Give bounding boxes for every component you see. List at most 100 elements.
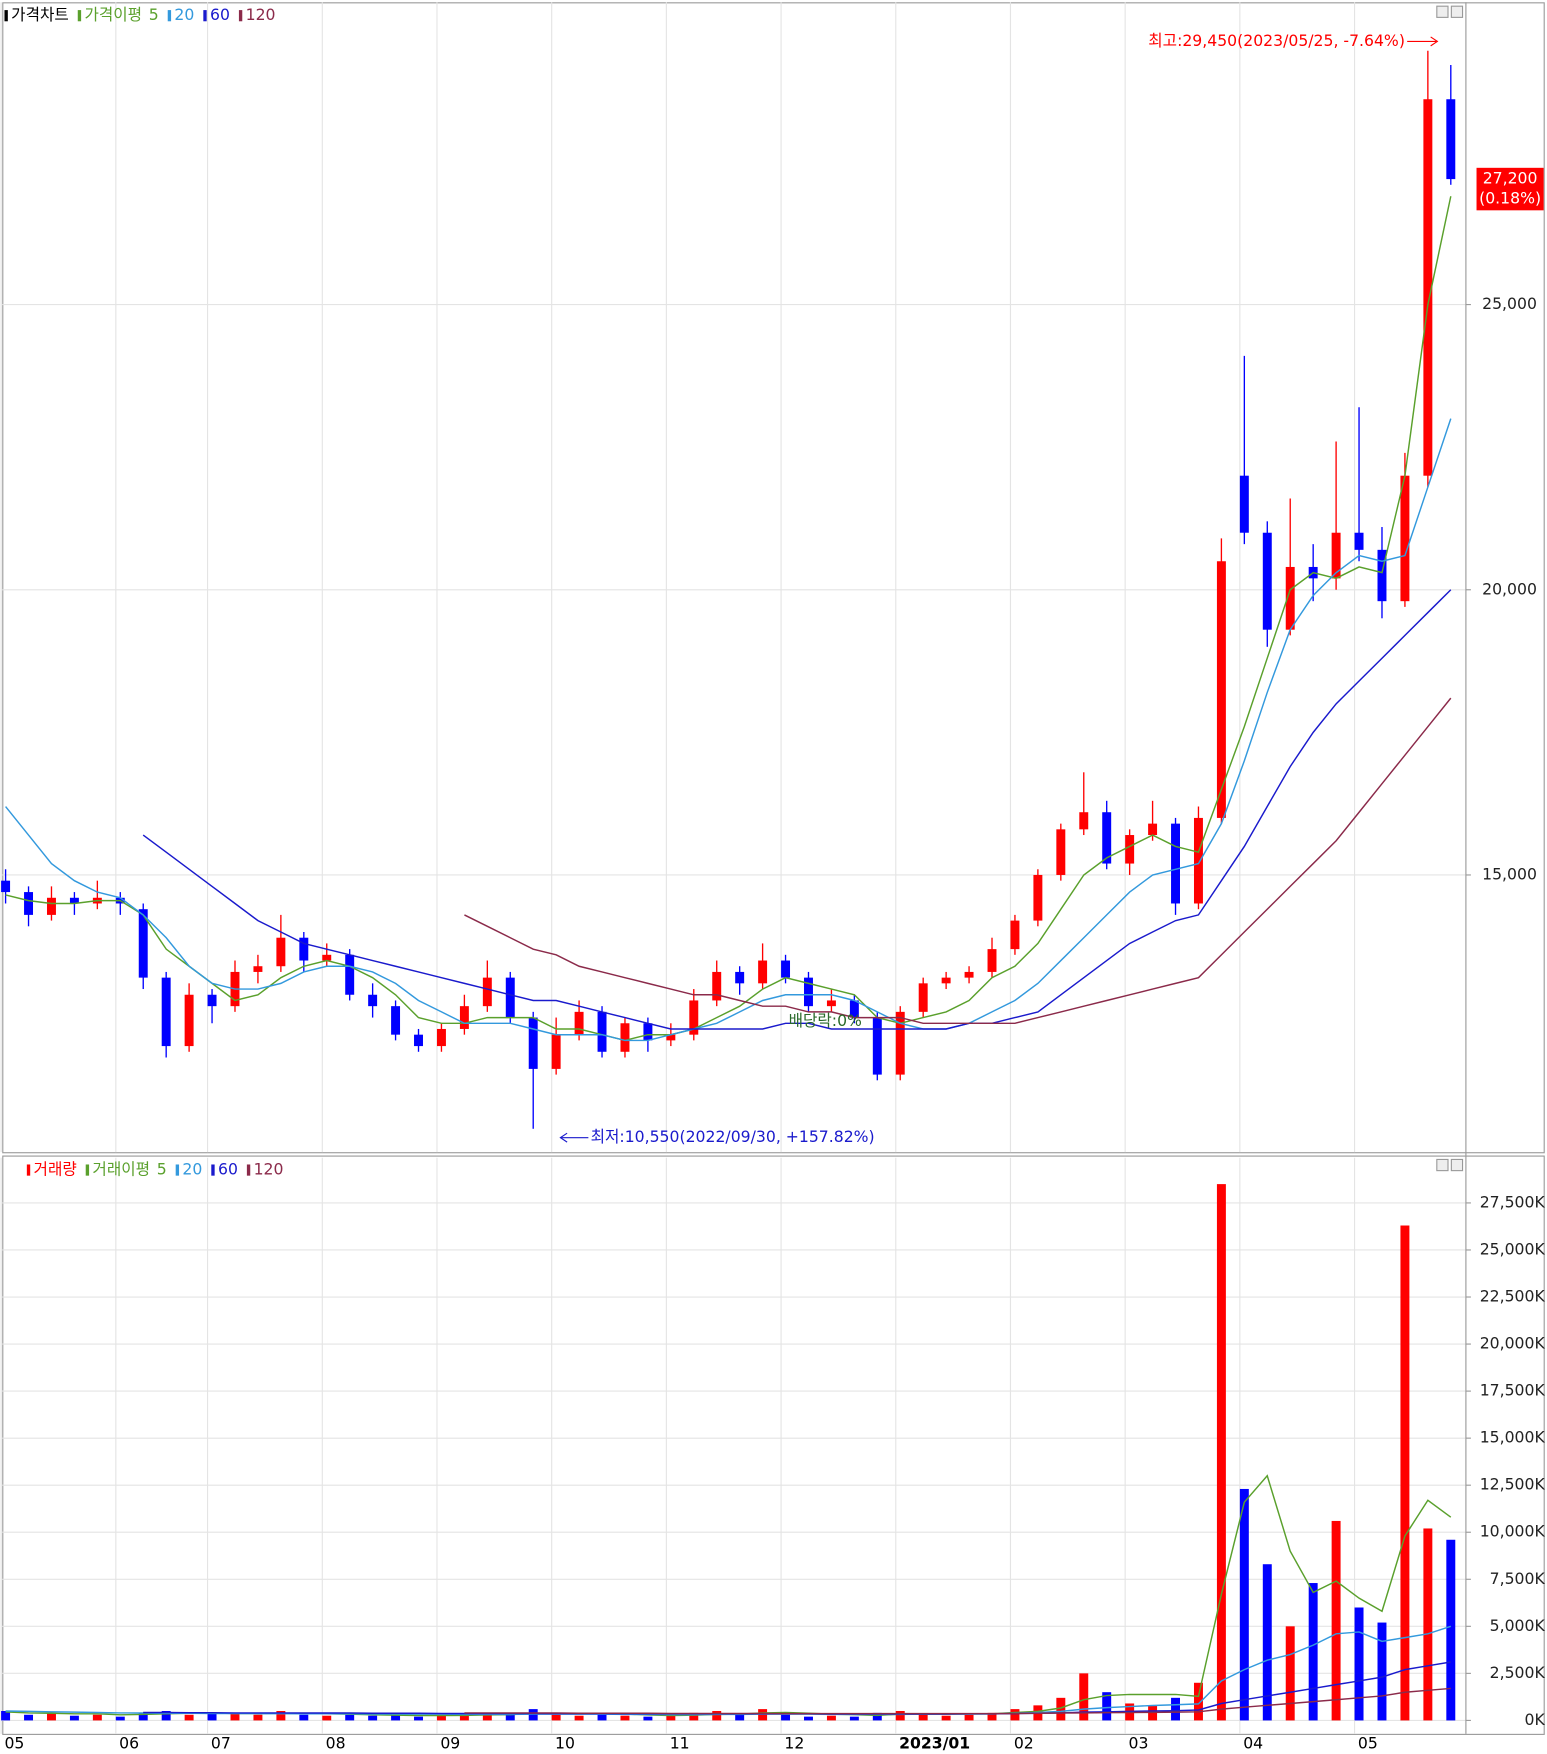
candle-body <box>46 897 56 915</box>
volume-bar <box>322 1715 332 1721</box>
legend-entry: 5 <box>149 5 159 24</box>
volume-bar <box>1354 1607 1364 1721</box>
volume-bar <box>735 1714 745 1721</box>
candle-body <box>849 1000 859 1018</box>
candle-body <box>368 994 378 1007</box>
volume-bar <box>115 1716 125 1721</box>
volume-bar <box>1193 1682 1203 1721</box>
volume-bar <box>1262 1564 1272 1721</box>
legend-entry: 20 <box>174 5 194 24</box>
volume-bar <box>1331 1520 1341 1721</box>
candle-body <box>987 949 997 972</box>
volume-bar <box>872 1712 882 1721</box>
y-tick-label: 27,500K <box>1480 1192 1546 1211</box>
candle-body <box>1331 532 1341 579</box>
minimize-button[interactable] <box>1436 5 1449 18</box>
candle-body <box>207 994 217 1007</box>
volume-bar <box>1308 1583 1318 1721</box>
volume-bar <box>1423 1528 1433 1721</box>
y-tick-label: 17,500K <box>1480 1381 1546 1400</box>
volume-bar <box>482 1712 492 1721</box>
y-tick-label: 22,500K <box>1480 1287 1546 1306</box>
candle-body <box>1377 549 1387 602</box>
volume-bar <box>1102 1692 1112 1721</box>
candle-body <box>872 1017 882 1075</box>
volume-bar <box>918 1714 928 1721</box>
legend-marker <box>167 10 172 22</box>
volume-bar <box>551 1714 561 1721</box>
candle-body <box>826 1000 836 1007</box>
candle-body <box>689 1000 699 1035</box>
close-button[interactable] <box>1450 1158 1464 1172</box>
y-tick-label: 25,000 <box>1482 294 1537 313</box>
volume-bar <box>46 1712 56 1721</box>
volume-bar <box>276 1711 286 1721</box>
volume-bar <box>849 1716 859 1721</box>
legend-marker <box>246 1164 251 1176</box>
candle-body <box>1148 823 1158 836</box>
volume-bar <box>1377 1622 1387 1721</box>
volume-bar <box>597 1714 607 1721</box>
candle-body <box>1079 812 1089 830</box>
moving-average-line <box>5 418 1452 1042</box>
volume-bar <box>941 1715 951 1721</box>
x-tick-label: 02 <box>1014 1733 1034 1752</box>
candle-body <box>643 1023 653 1041</box>
legend-marker <box>85 1164 90 1176</box>
legend-entry: 60 <box>218 1160 238 1179</box>
candle-body <box>1423 99 1433 476</box>
volume-bar <box>1239 1488 1249 1721</box>
volume-bar <box>781 1714 791 1721</box>
volume-bar <box>712 1711 722 1721</box>
candle-body <box>253 966 263 972</box>
y-tick-label: 12,500K <box>1480 1475 1546 1494</box>
candle-body <box>574 1011 584 1035</box>
candle-body <box>1171 823 1180 904</box>
y-tick-label: 7,500K <box>1490 1569 1546 1588</box>
volume-bar <box>184 1714 194 1721</box>
marks <box>1 50 1456 1721</box>
volume-bar <box>1285 1626 1295 1721</box>
legend-entry: 120 <box>254 1160 284 1179</box>
moving-average-line <box>464 697 1452 1025</box>
volume-bar <box>1079 1673 1089 1721</box>
x-tick-label: 03 <box>1129 1733 1149 1752</box>
candle-body <box>1400 475 1410 602</box>
close-button[interactable] <box>1450 5 1464 18</box>
candle-body <box>1262 532 1272 630</box>
candle-body <box>781 960 791 978</box>
legend-title: 거래량 <box>34 1160 77 1179</box>
candle-body <box>597 1011 607 1052</box>
volume-bar <box>826 1715 836 1721</box>
moving-average-line <box>464 1687 1451 1715</box>
legend-marker <box>26 1164 31 1176</box>
volume-bar <box>368 1715 378 1721</box>
candle-body <box>505 977 515 1018</box>
volume-bar <box>138 1712 148 1721</box>
candle-body <box>1 880 11 893</box>
x-tick-label: 08 <box>326 1733 346 1752</box>
candle-body <box>1354 532 1364 550</box>
last-price: 27,200 <box>1483 169 1538 188</box>
legend-title: 가격차트 <box>11 5 69 24</box>
candle-body <box>758 960 768 984</box>
volume-bar <box>253 1714 263 1721</box>
x-tick-label: 09 <box>440 1733 460 1752</box>
candle-body <box>712 971 722 1001</box>
volume-pane-frame <box>2 1155 1545 1735</box>
window-buttons <box>1436 5 1464 1172</box>
volume-bar <box>505 1714 515 1721</box>
candle-body <box>1285 566 1295 630</box>
candle-body <box>299 937 309 961</box>
volume-bar <box>161 1711 171 1721</box>
candle-body <box>391 1006 401 1035</box>
candle-body <box>895 1011 905 1075</box>
minimize-button[interactable] <box>1436 1158 1449 1172</box>
volume-bar <box>804 1716 813 1721</box>
candle-body <box>161 977 171 1047</box>
candle-body <box>620 1023 630 1052</box>
volume-bar <box>895 1711 905 1721</box>
candle-body <box>482 977 492 1007</box>
